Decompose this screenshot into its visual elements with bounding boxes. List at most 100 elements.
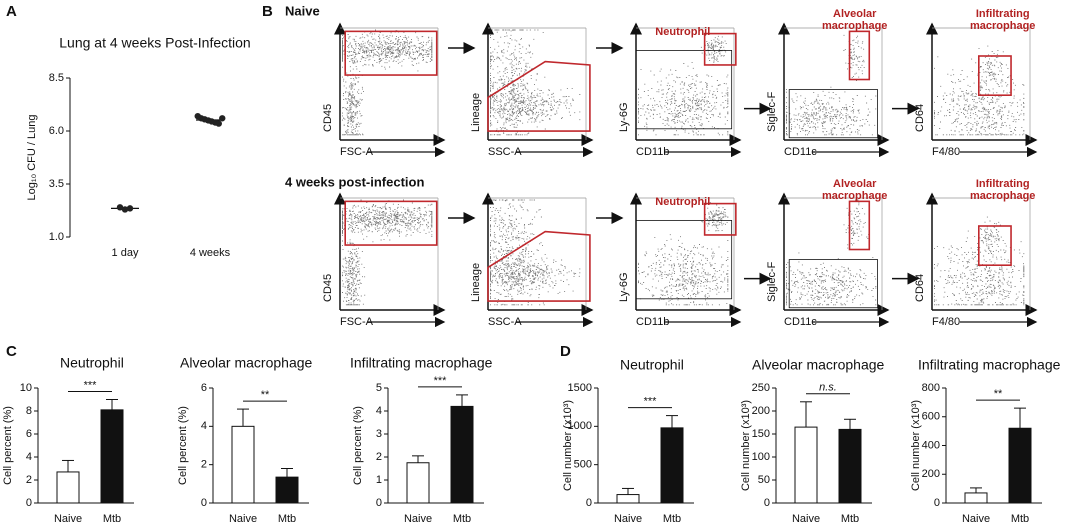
axis-label: CD64	[914, 104, 926, 132]
axis-label: CD11b	[636, 146, 669, 158]
axis-label: CD11c	[784, 316, 817, 328]
x-tick-label: Naive	[792, 513, 820, 525]
x-tick-label: Naive	[614, 513, 642, 525]
y-tick-label: 600	[922, 411, 940, 423]
gate	[487, 230, 591, 302]
significance: ***	[434, 375, 448, 387]
gate	[344, 30, 438, 76]
panel-label: B	[262, 3, 273, 20]
gate	[977, 225, 1012, 267]
gate-label: Alveolar	[833, 178, 877, 190]
chart-title: Infiltrating macrophage	[350, 355, 493, 371]
dot	[121, 206, 129, 213]
y-tick-label: 0	[764, 497, 770, 509]
y-axis-label: Cell percent (%)	[2, 406, 14, 485]
events	[786, 199, 877, 306]
x-tick-label: Mtb	[841, 513, 859, 525]
y-axis-label: Log₁₀ CFU / Lung	[26, 115, 38, 201]
y-tick-label: 50	[758, 474, 770, 486]
events	[342, 29, 433, 136]
events	[342, 199, 433, 306]
y-tick-label: 8	[26, 405, 32, 417]
events	[490, 199, 581, 306]
y-tick-label: 0	[586, 497, 592, 509]
chart-title: Alveolar macrophage	[180, 355, 313, 371]
bar	[275, 476, 299, 504]
gate	[344, 200, 438, 246]
bar	[1008, 427, 1032, 504]
row-title: Naive	[285, 3, 320, 18]
y-axis-label: Cell number (x10³)	[740, 400, 752, 491]
y-tick-label: 4	[376, 405, 382, 417]
x-tick-label: 4 weeks	[190, 247, 231, 259]
y-tick-label: 200	[752, 405, 770, 417]
gate-label: Infiltrating	[976, 178, 1030, 190]
significance: **	[261, 389, 270, 401]
gate-label: Neutrophil	[655, 26, 710, 38]
y-tick-label: 3	[376, 428, 382, 440]
row-title: 4 weeks post-infection	[285, 174, 424, 189]
bar	[964, 492, 988, 504]
gate	[635, 50, 733, 130]
gate	[788, 89, 879, 139]
y-tick-label: 4	[201, 420, 207, 432]
axis-label: Lineage	[470, 263, 482, 302]
chart-title: Alveolar macrophage	[752, 357, 885, 373]
y-tick-label: 4	[26, 451, 32, 463]
events	[638, 35, 729, 136]
axis-label: Siglec-F	[766, 91, 778, 132]
events	[490, 29, 581, 136]
y-tick-label: 0	[376, 497, 382, 509]
gate-label: Alveolar	[833, 8, 877, 20]
axis-label: FSC-A	[340, 146, 374, 158]
bar	[100, 409, 124, 504]
x-tick-label: Mtb	[278, 513, 296, 525]
y-tick-label: 150	[752, 428, 770, 440]
x-tick-label: Naive	[404, 513, 432, 525]
panel-label: A	[6, 3, 17, 20]
gate	[703, 32, 737, 66]
chart-title: Infiltrating macrophage	[918, 357, 1061, 373]
x-tick-label: Mtb	[453, 513, 471, 525]
axis-label: CD11b	[636, 316, 669, 328]
y-tick-label: 8.5	[49, 72, 64, 84]
y-tick-label: 400	[922, 439, 940, 451]
y-axis-label: Cell number (x10³)	[562, 400, 574, 491]
gate-label: macrophage	[970, 190, 1035, 202]
significance: **	[994, 388, 1003, 400]
dot	[116, 204, 124, 211]
axis-label: Siglec-F	[766, 261, 778, 302]
y-tick-label: 0	[934, 497, 940, 509]
gate	[977, 55, 1012, 97]
gate	[703, 202, 737, 236]
axis-label: CD11c	[784, 146, 817, 158]
y-tick-label: 1.0	[49, 231, 64, 243]
y-tick-label: 2	[376, 451, 382, 463]
y-tick-label: 1	[376, 474, 382, 486]
x-tick-label: Naive	[229, 513, 257, 525]
significance: ***	[84, 379, 98, 391]
significance: n.s.	[819, 382, 837, 394]
x-tick-label: Mtb	[663, 513, 681, 525]
y-axis-label: Cell percent (%)	[352, 406, 364, 485]
gate-label: Neutrophil	[655, 196, 710, 208]
bar	[56, 471, 80, 504]
y-tick-label: 1000	[568, 420, 592, 432]
axis-label: CD45	[322, 274, 334, 302]
chart-title: Neutrophil	[60, 355, 124, 371]
axis-label: CD64	[914, 274, 926, 302]
chart-title: Lung at 4 weeks Post-Infection	[59, 35, 250, 51]
gate	[487, 60, 591, 132]
bar	[838, 428, 862, 504]
dot	[215, 120, 222, 127]
panel-label: D	[560, 343, 571, 360]
axis-label: Ly-6G	[618, 102, 630, 132]
y-tick-label: 5	[376, 382, 382, 394]
axis-label: Lineage	[470, 93, 482, 132]
events	[934, 216, 1025, 306]
y-tick-label: 1500	[568, 382, 592, 394]
chart-title: Neutrophil	[620, 357, 684, 373]
events	[638, 202, 729, 306]
bar	[406, 462, 430, 504]
